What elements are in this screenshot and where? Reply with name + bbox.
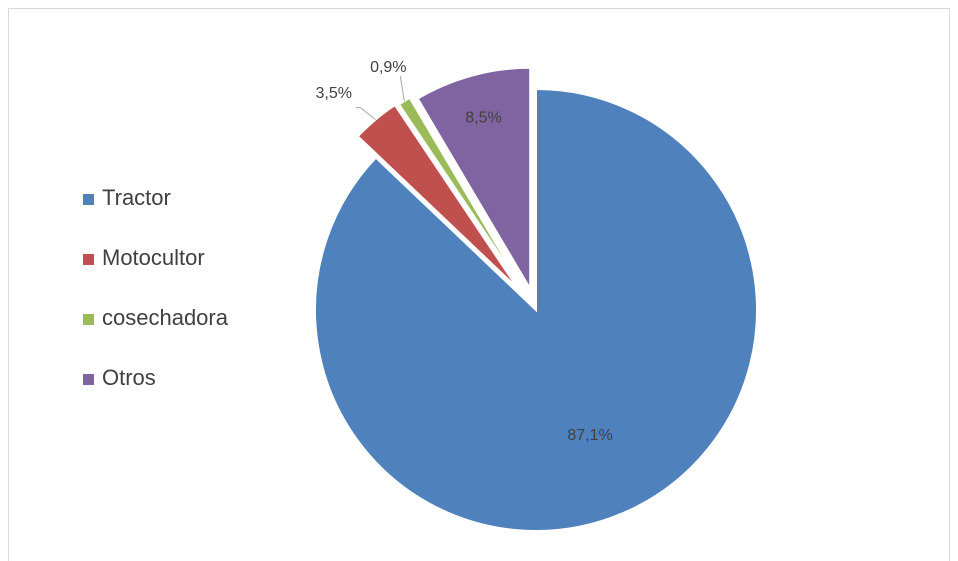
pie-slice-tractor	[314, 87, 758, 532]
data-label-motocultor: 3,5%	[316, 85, 352, 102]
data-label-tractor: 87,1%	[567, 427, 612, 444]
legend-label-otros: Otros	[102, 365, 156, 390]
data-label-otros: 8,5%	[465, 109, 501, 126]
legend-swatch-motocultor	[83, 254, 94, 265]
legend-swatch-tractor	[83, 194, 94, 205]
legend-item-cosechadora: cosechadora	[77, 300, 297, 360]
legend-item-otros: Otros	[77, 360, 297, 420]
legend-label-tractor: Tractor	[102, 185, 171, 210]
legend-item-tractor: Tractor	[77, 180, 297, 240]
legend-label-cosechadora: cosechadora	[102, 305, 228, 330]
leader-line-motocultor	[356, 107, 376, 121]
legend-swatch-cosechadora	[83, 314, 94, 325]
legend-label-motocultor: Motocultor	[102, 245, 205, 270]
legend: Tractor Motocultor cosechadora Otros	[77, 180, 297, 420]
legend-item-motocultor: Motocultor	[77, 240, 297, 300]
legend-swatch-otros	[83, 374, 94, 385]
data-label-cosechadora: 0,9%	[370, 59, 406, 76]
pie-slice-otros	[416, 66, 532, 293]
leader-line-cosechadora	[399, 75, 405, 102]
